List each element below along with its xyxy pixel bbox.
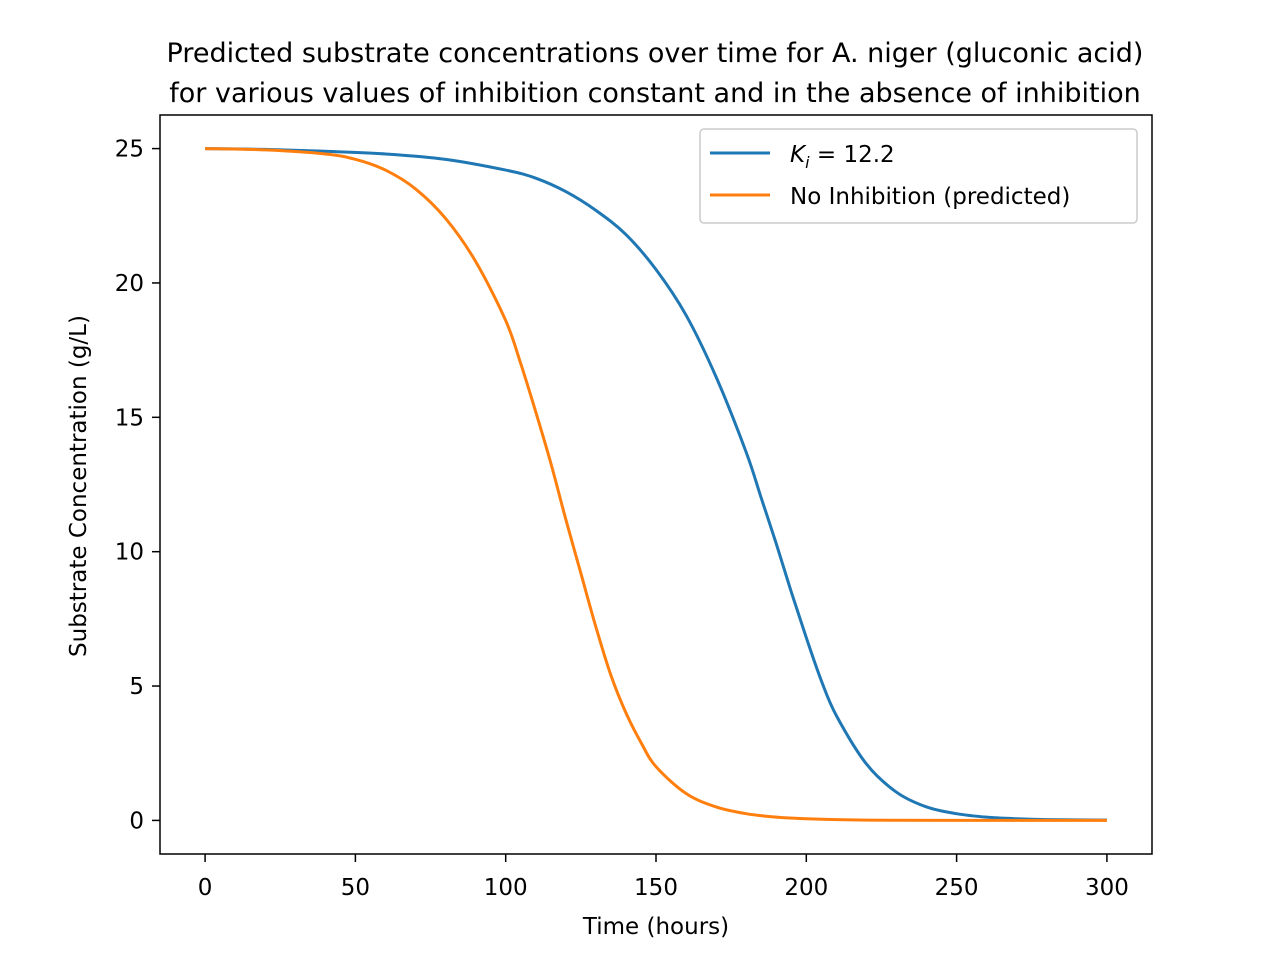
- legend-label-no-inhibition: No Inhibition (predicted): [790, 184, 1070, 210]
- x-tick-label: 300: [1085, 875, 1129, 901]
- y-tick-label: 20: [115, 271, 144, 297]
- series-line-ki: [205, 147, 1107, 822]
- y-axis-label: Substrate Concentration (g/L): [66, 315, 92, 657]
- x-axis-label: Time (hours): [582, 914, 729, 940]
- y-tick-label: 15: [115, 405, 144, 431]
- y-axis: 0 5 10 15 20 25: [115, 137, 160, 834]
- series-line-no-inhibition: [205, 147, 1107, 822]
- legend-label-ki: Ki = 12.2: [790, 142, 895, 172]
- plot-lines: [205, 147, 1107, 822]
- x-tick-label: 200: [784, 875, 828, 901]
- y-tick-label: 25: [115, 137, 144, 163]
- x-tick-label: 50: [341, 875, 370, 901]
- chart-title-line-1: Predicted substrate concentrations over …: [167, 38, 1144, 69]
- x-tick-label: 250: [935, 875, 979, 901]
- x-tick-label: 150: [634, 875, 678, 901]
- y-tick-label: 0: [129, 808, 144, 834]
- plot-frame: [159, 114, 1153, 855]
- x-tick-label: 0: [198, 875, 213, 901]
- legend-box: [699, 128, 1138, 224]
- x-axis: 0 50 100 150 200 250 300: [198, 854, 1129, 901]
- legend: Ki = 12.2 No Inhibition (predicted): [699, 128, 1138, 224]
- chart-title-line-2: for various values of inhibition constan…: [169, 78, 1140, 109]
- x-tick-label: 100: [484, 875, 528, 901]
- y-tick-label: 10: [115, 540, 144, 566]
- y-tick-label: 5: [129, 674, 144, 700]
